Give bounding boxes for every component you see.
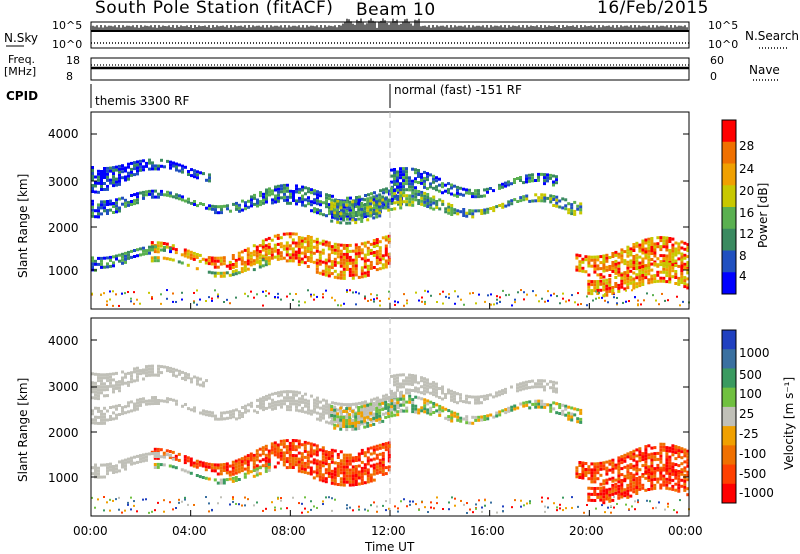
- vel-colorbar-seg-4: [722, 406, 736, 427]
- xtick-0800: 08:00: [271, 524, 306, 538]
- cpid-mode-1: themis 3300 RF: [95, 94, 190, 108]
- vel-colorbar-seg-1: [722, 349, 736, 369]
- vel-cb-tick-500: 500: [739, 368, 762, 382]
- power-cb-tick-12: 12: [739, 227, 755, 241]
- vel-colorbar-seg-8: [722, 483, 736, 504]
- power-colorbar-seg-7: [722, 272, 736, 295]
- vel-cb-tick-neg100: -100: [739, 447, 767, 461]
- power-colorbar-seg-6: [722, 250, 736, 273]
- power-colorbar-seg-0: [722, 120, 736, 143]
- xtick-0000-end: 00:00: [668, 524, 703, 538]
- vel-cb-tick-100: 100: [739, 387, 762, 401]
- vel-cb-tick-neg500: -500: [739, 467, 767, 481]
- power-ylabel: Slant Range [km]: [16, 173, 30, 278]
- station-title: South Pole Station (fitACF): [95, 0, 334, 18]
- velocity-pixels: [91, 364, 690, 514]
- freq-tick-bottom: 8: [66, 70, 73, 83]
- vel-ytick-1000: 1000: [48, 471, 79, 485]
- power-ytick-4000: 4000: [48, 127, 79, 141]
- power-cb-tick-28: 28: [739, 139, 755, 153]
- power-cb-tick-4: 4: [739, 269, 747, 283]
- vel-colorbar-seg-3: [722, 387, 736, 408]
- vel-ytick-2000: 2000: [48, 426, 79, 440]
- nsky-label: N.Sky: [4, 31, 39, 45]
- power-ytick-1000: 1000: [48, 264, 79, 278]
- cpid-label: CPID: [6, 89, 39, 103]
- nsearch-label: N.Search: [745, 29, 800, 43]
- vel-colorbar-seg-5: [722, 426, 736, 446]
- power-cb-tick-16: 16: [739, 206, 755, 220]
- power-cb-tick-20: 20: [739, 184, 755, 198]
- xtick-0000: 00:00: [73, 524, 108, 538]
- nsky-tick-top: 10^5: [52, 19, 83, 32]
- vel-colorbar-seg-7: [722, 464, 736, 485]
- power-colorbar-seg-1: [722, 141, 736, 164]
- power-ytick-2000: 2000: [48, 221, 79, 235]
- nsky-frame: [90, 21, 690, 49]
- power-pixels: [91, 158, 690, 307]
- xtick-1200: 12:00: [371, 524, 406, 538]
- vel-cb-tick-neg25: -25: [739, 427, 759, 441]
- vel-ytick-4000: 4000: [48, 334, 79, 348]
- vel-ylabel: Slant Range [km]: [16, 377, 30, 482]
- vel-colorbar-seg-6: [722, 445, 736, 466]
- power-colorbar-seg-3: [722, 185, 736, 208]
- xtick-2000: 20:00: [569, 524, 604, 538]
- freq-tick-top: 18: [66, 54, 80, 67]
- vel-ytick-3000: 3000: [48, 380, 79, 394]
- cpid-mode-2: normal (fast) -151 RF: [394, 83, 522, 97]
- nsky-tick-bottom: 10^0: [52, 38, 83, 51]
- nave-tick-top: 60: [710, 54, 724, 67]
- nsky-tick-top-right: 10^5: [708, 19, 739, 32]
- power-colorbar-seg-2: [722, 163, 736, 186]
- power-colorbar-seg-4: [722, 207, 736, 230]
- nave-tick-bottom: 0: [710, 70, 717, 83]
- nsky-tick-bottom-right: 10^0: [708, 38, 739, 51]
- nsky-trace: [90, 18, 688, 30]
- power-cb-label: Power [dB]: [756, 182, 770, 248]
- vel-cb-label: Velocity [m s⁻¹]: [782, 376, 796, 470]
- vel-cb-tick-25: 25: [739, 407, 755, 421]
- vel-cb-tick-1000: 1000: [739, 346, 770, 360]
- xlabel: Time UT: [365, 540, 415, 554]
- power-cb-tick-8: 8: [739, 249, 747, 263]
- vel-colorbar-seg-2: [722, 368, 736, 389]
- vel-cb-tick-neg1000: -1000: [739, 486, 774, 500]
- vel-colorbar-seg-0: [722, 330, 736, 350]
- date-title: 16/Feb/2015: [597, 0, 709, 18]
- power-colorbar-frame: [721, 119, 737, 295]
- xtick-0400: 04:00: [172, 524, 207, 538]
- beam-title: Beam 10: [356, 0, 436, 20]
- power-colorbar-seg-5: [722, 228, 736, 251]
- power-cb-tick-24: 24: [739, 162, 755, 176]
- xtick-1600: 16:00: [470, 524, 505, 538]
- vel-colorbar-frame: [721, 329, 737, 504]
- power-ytick-3000: 3000: [48, 175, 79, 189]
- freq-label-line1: Freq.: [8, 53, 36, 66]
- nave-label: Nave: [749, 63, 780, 77]
- freq-label-line2: [MHz]: [4, 65, 37, 78]
